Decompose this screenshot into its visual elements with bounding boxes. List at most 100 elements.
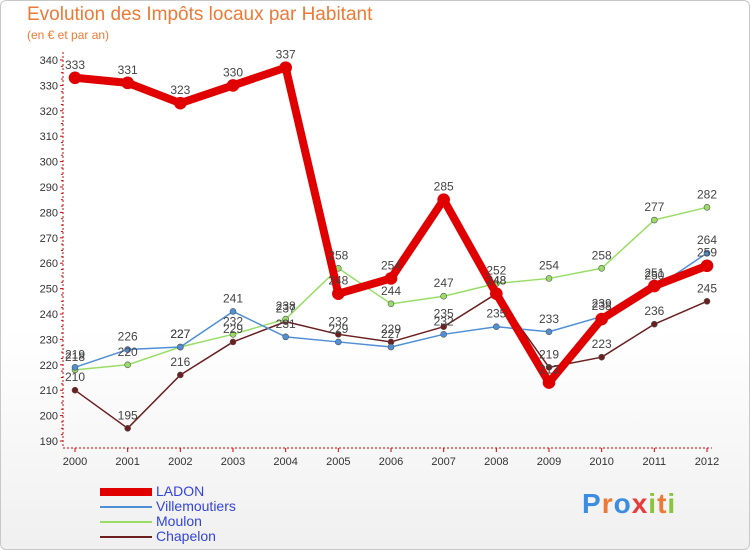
data-point-moulon [124,361,131,369]
data-label: 229 [328,322,348,336]
data-point-chapelon [440,323,447,331]
logo-letter: i [648,488,658,519]
x-tick-label: 2007 [431,456,455,468]
logo-letter: t [657,488,668,519]
data-label: 259 [697,246,717,260]
x-tick-label: 2002 [168,456,192,468]
data-point-villemoutiers [493,323,500,331]
y-tick-label: 210 [40,385,58,397]
data-label: 323 [170,83,190,97]
y-tick-label: 340 [40,55,58,67]
data-label: 226 [118,330,138,344]
legend-label-chapelon: Chapelon [156,528,216,544]
logo-letter: P [582,488,602,519]
data-label: 235 [486,307,506,321]
data-label: 213 [539,363,559,377]
logo-letter: x [631,488,649,519]
data-label: 248 [328,274,348,288]
x-tick-label: 2000 [63,456,87,468]
data-point-chapelon [177,371,184,379]
data-label: 231 [276,317,296,331]
x-tick-label: 2011 [643,456,667,468]
y-tick-label: 320 [40,106,58,118]
y-tick-label: 200 [40,411,58,423]
data-point-moulon [387,300,395,308]
data-point-moulon [703,204,711,211]
data-label: 227 [170,327,190,341]
x-tick-label: 2006 [379,456,403,468]
data-label: 254 [539,258,559,272]
data-point-villemoutiers [177,343,184,351]
data-label: 229 [223,322,243,336]
legend-label-ladon: LADON [156,483,205,499]
data-label: 251 [644,266,664,280]
data-label: 258 [592,248,612,262]
data-point-ladon [384,272,398,285]
legend-label-villemoutiers: Villemoutiers [156,498,236,514]
data-point-villemoutiers [545,328,553,336]
y-tick-label: 190 [40,436,58,448]
data-point-ladon [279,61,292,74]
data-point-moulon [229,331,237,338]
x-tick-label: 2001 [115,456,139,468]
data-label: 333 [65,58,85,72]
data-point-villemoutiers [229,308,237,315]
chart-subtitle: (en € et par an) [27,28,110,42]
y-tick-label: 270 [40,233,58,245]
data-point-ladon [68,71,82,85]
data-label: 238 [276,299,296,313]
x-tick-label: 2005 [326,456,350,468]
data-label: 250 [644,269,664,283]
legend-swatch-villemoutiers [100,506,152,508]
logo-letter: i [667,488,677,519]
data-point-chapelon [71,386,79,394]
data-label: 244 [381,284,401,298]
data-label: 337 [276,48,296,62]
data-point-ladon [437,193,450,206]
data-label: 248 [486,274,506,288]
data-label: 218 [65,350,85,364]
data-label: 241 [223,291,243,305]
legend-swatch-ladon [100,488,152,496]
data-label: 232 [328,314,348,328]
y-tick-label: 240 [40,309,58,321]
data-label: 235 [434,307,454,321]
data-label: 245 [697,281,717,295]
data-label: 210 [65,370,85,384]
data-point-chapelon [545,364,553,371]
y-tick-label: 330 [40,80,58,92]
logo-letter: r [601,488,614,519]
data-point-ladon [595,312,608,326]
data-label: 285 [434,180,454,194]
legend-label-moulon: Moulon [156,513,202,529]
y-tick-label: 310 [40,131,58,143]
x-tick-label: 2003 [221,456,245,468]
legend-swatch-moulon [100,521,152,523]
data-point-chapelon [229,338,237,346]
y-tick-label: 230 [40,334,58,346]
data-label: 232 [434,314,454,328]
data-point-chapelon [598,353,605,361]
y-tick-label: 290 [40,182,58,194]
data-label: 237 [276,302,296,316]
data-point-ladon [226,79,240,92]
data-label: 195 [118,408,138,422]
data-label: 223 [592,337,612,351]
data-label: 258 [328,248,348,262]
data-label: 236 [644,304,664,318]
proxiti-logo: Proxiti [582,488,676,520]
data-label: 282 [697,187,717,201]
data-label: 227 [170,327,190,341]
data-point-villemoutiers [124,346,131,353]
data-point-villemoutiers [703,249,711,257]
data-label: 227 [381,327,401,341]
data-point-moulon [282,315,289,323]
x-tick-label: 2012 [695,456,719,468]
data-point-moulon [651,216,658,224]
data-point-chapelon [124,424,131,432]
y-tick-label: 280 [40,207,58,219]
x-tick-label: 2010 [589,456,613,468]
data-point-chapelon [651,320,658,328]
logo-letter: o [613,488,632,519]
